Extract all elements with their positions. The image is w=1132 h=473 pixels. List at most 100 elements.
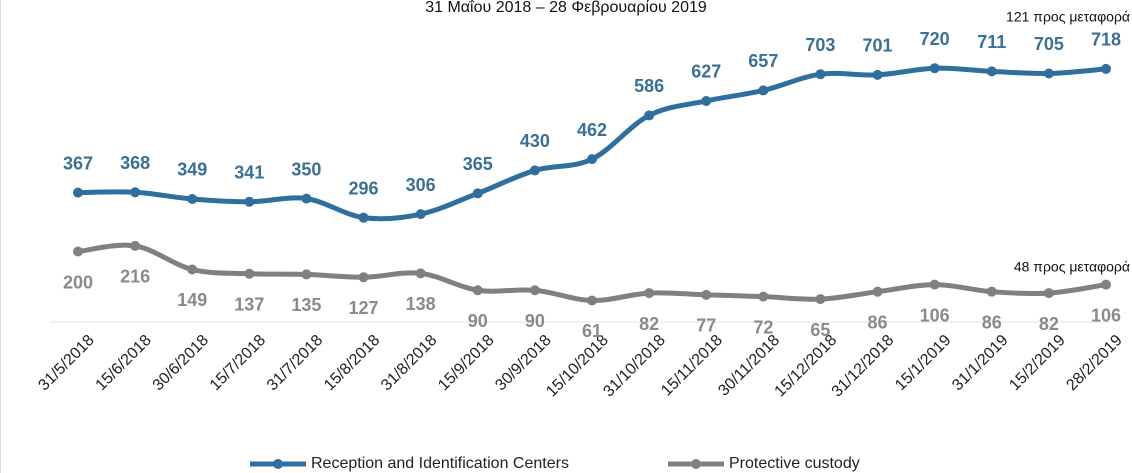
series-line <box>77 65 1107 222</box>
point <box>472 285 483 296</box>
data-label: 138 <box>406 294 436 314</box>
point <box>358 212 369 223</box>
point <box>358 272 369 283</box>
data-label: 701 <box>863 36 893 56</box>
data-label: 718 <box>1091 30 1121 50</box>
point <box>301 193 312 204</box>
point <box>701 289 712 300</box>
point <box>187 193 198 204</box>
x-tick-label: 15/9/2018 <box>435 332 497 394</box>
chart-title: 31 Μαΐου 2018 – 28 Φεβρουαρίου 2019 <box>425 0 707 16</box>
point <box>415 209 426 220</box>
x-tick-label: 31/8/2018 <box>378 332 440 394</box>
data-label: 90 <box>525 311 545 331</box>
data-label: 365 <box>463 154 493 174</box>
x-tick-label: 31/5/2018 <box>35 332 97 394</box>
data-label: 368 <box>120 153 150 173</box>
x-tick-label: 15/2/2019 <box>1006 332 1068 394</box>
data-label: 711 <box>977 32 1006 52</box>
data-label: 86 <box>982 312 1002 332</box>
data-label: 90 <box>468 311 488 331</box>
point <box>73 187 83 198</box>
point <box>644 110 655 121</box>
point <box>187 264 198 275</box>
point <box>758 85 769 96</box>
data-label: 82 <box>639 314 659 334</box>
data-label: 82 <box>1039 314 1059 334</box>
point <box>301 269 312 280</box>
data-label: 350 <box>291 159 321 179</box>
x-tick-label: 28/2/2019 <box>1063 332 1125 394</box>
point <box>644 288 655 299</box>
data-label: 349 <box>177 160 207 180</box>
point <box>872 69 883 80</box>
point <box>758 291 769 302</box>
x-tick-label: 31/1/2019 <box>949 332 1011 394</box>
series-line <box>77 242 1107 303</box>
point <box>701 95 712 106</box>
point <box>244 268 255 279</box>
data-label: 341 <box>234 163 264 183</box>
x-tick-label: 15/8/2018 <box>321 332 383 394</box>
data-label: 367 <box>63 153 93 173</box>
point <box>986 66 997 77</box>
data-label: 296 <box>349 178 379 198</box>
point <box>529 165 540 176</box>
data-label: 216 <box>120 267 150 287</box>
point <box>472 188 483 199</box>
point <box>815 69 826 80</box>
data-label: 135 <box>291 295 321 315</box>
data-label: 106 <box>1091 305 1121 325</box>
legend-label: Reception and Identification Centers <box>311 455 569 472</box>
point <box>986 286 997 297</box>
data-label: 720 <box>920 29 950 49</box>
x-tick-label: 31/7/2018 <box>264 332 326 394</box>
legend-label: Protective custody <box>729 455 860 472</box>
point <box>587 154 597 165</box>
data-label: 462 <box>577 120 607 140</box>
point <box>130 187 141 198</box>
point <box>929 279 940 290</box>
point <box>872 286 883 297</box>
data-label: 86 <box>868 312 888 332</box>
x-tick-label: 31/12/2018 <box>829 332 898 401</box>
point <box>587 295 597 306</box>
data-label: 657 <box>748 51 778 71</box>
annotation: 48 προς μεταφορά <box>1014 259 1130 275</box>
legend-marker <box>273 459 283 469</box>
data-label: 72 <box>753 317 773 337</box>
data-label: 127 <box>349 298 379 318</box>
point <box>130 240 141 251</box>
x-tick-label: 30/6/2018 <box>150 332 212 394</box>
point <box>1043 288 1054 299</box>
data-label: 137 <box>234 294 264 314</box>
point <box>415 268 426 279</box>
data-label: 703 <box>805 35 835 55</box>
data-label: 430 <box>520 131 550 151</box>
x-tick-label: 15/6/2018 <box>93 332 155 394</box>
point <box>244 196 255 207</box>
point <box>929 63 940 74</box>
legend-marker <box>691 459 701 469</box>
data-label: 77 <box>696 316 716 336</box>
data-label: 627 <box>691 62 721 82</box>
data-label: 306 <box>406 175 436 195</box>
data-label: 200 <box>63 272 93 292</box>
point <box>1043 68 1054 79</box>
point <box>815 294 826 305</box>
data-label: 149 <box>177 290 207 310</box>
data-label: 65 <box>810 320 830 340</box>
x-tick-label: 15/1/2019 <box>892 332 954 394</box>
data-label: 61 <box>582 321 602 341</box>
data-label: 586 <box>634 76 664 96</box>
annotation: 121 προς μεταφορά <box>1006 9 1130 25</box>
data-label: 106 <box>920 305 950 325</box>
data-label: 705 <box>1034 34 1064 54</box>
x-tick-label: 15/7/2018 <box>207 332 269 394</box>
point <box>73 246 83 257</box>
point <box>1101 63 1111 74</box>
point <box>1101 279 1111 290</box>
point <box>529 285 540 296</box>
x-tick-label: 31/10/2018 <box>600 332 669 401</box>
